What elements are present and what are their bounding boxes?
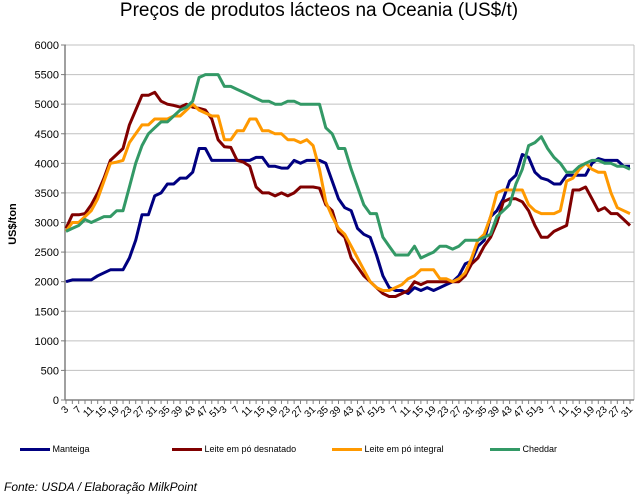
x-tick-label: 3 [59,404,71,416]
legend-swatch [20,448,50,452]
y-tick-label: 0 [53,395,59,407]
legend-label: Leite em pó desnatado [204,444,297,454]
series-line-manteiga [65,147,630,295]
y-tick-label: 4500 [35,129,59,141]
x-tick-label: 31 [619,404,635,420]
legend-label: Cheddar [522,444,558,454]
legend-item-manteiga: Manteiga [20,444,90,454]
legend-item-leite-integral: Leite em pó integral [332,444,444,454]
y-tick-label: 3000 [35,218,59,230]
y-tick-label: 1500 [35,306,59,318]
legend-item-leite-desnatado: Leite em pó desnatado [172,444,296,454]
series-line-cheddar [65,73,631,260]
legend-item-cheddar: Cheddar [490,444,557,454]
series-line-leite-em-p-desnatado [64,90,632,298]
chart-title: Preços de produtos lácteos na Oceania (U… [119,0,519,21]
y-tick-label: 2500 [35,247,59,259]
y-tick-label: 4000 [35,158,59,170]
y-tick-label: 5500 [35,70,59,82]
series-line-leite-em-p-integral [64,102,631,292]
legend-label: Leite em pó integral [364,444,444,454]
y-tick-label: 6000 [35,40,59,52]
y-tick-label: 5000 [35,99,59,111]
y-tick-label: 1000 [35,336,59,348]
legend-label: Manteiga [52,444,90,454]
y-tick-label: 2000 [35,277,59,289]
source-note: Fonte: USDA / Elaboração MilkPoint [4,480,197,494]
legend-swatch [490,448,520,452]
y-tick-label: 500 [41,365,59,377]
legend-swatch [172,448,202,452]
legend-swatch [332,448,362,452]
y-tick-label: 3500 [35,188,59,200]
